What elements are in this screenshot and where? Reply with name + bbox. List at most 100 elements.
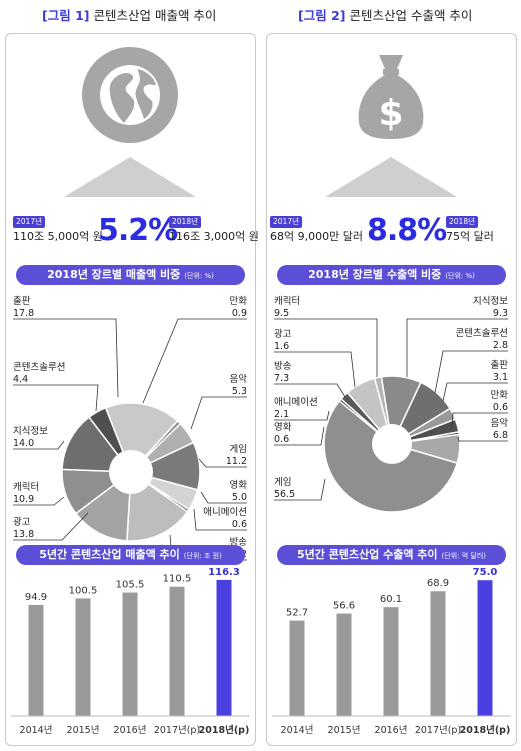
pie-leader-line <box>200 491 247 504</box>
pie-label-name: 게임 <box>274 476 291 488</box>
pie-label-value: 0.9 <box>232 308 247 319</box>
pie-label-value: 5.0 <box>232 492 247 503</box>
figure1-panel: 2017년 110조 5,000억 원 5.2% 2018년 116조 3,00… <box>5 33 259 746</box>
pie-label-3: 음악5.3 <box>190 373 248 430</box>
pie-label-6: 음악6.8 <box>457 417 508 442</box>
pie-label-name: 애니메이션 <box>274 397 318 408</box>
pie-leader-line <box>406 318 508 377</box>
pie-title-bar: 2018년 장르별 매출액 비중 (단위: %) <box>16 265 245 285</box>
pie-label-value: 17.8 <box>13 308 34 319</box>
pie-label-2: 만화0.9 <box>142 296 248 404</box>
pie-label-10: 방송7.3 <box>274 361 346 398</box>
pie-label-value: 1.6 <box>274 341 289 352</box>
bar-4 <box>169 586 185 716</box>
figure1-caption: 콘텐츠산업 매출액 추이 <box>93 8 217 23</box>
value-2017: 68억 9,000만 달러 <box>270 230 363 243</box>
pie-label-value: 11.2 <box>226 456 247 467</box>
pie-leader-line <box>13 384 99 412</box>
pie-leader-line <box>274 351 356 388</box>
pie-label-name: 방송 <box>230 537 248 548</box>
bar-title-bar: 5년간 콘텐츠산업 매출액 추이 (단위: 조 원) <box>16 545 245 565</box>
money-bag-icon-graphic: $ <box>358 55 424 139</box>
pie-label-name: 만화 <box>491 390 509 401</box>
bar-4 <box>430 591 446 716</box>
pie-leader-line <box>13 440 65 450</box>
bar-value-label: 110.5 <box>163 574 192 585</box>
pie-label-8: 영화0.6 <box>274 422 325 446</box>
bar-value-label: 105.5 <box>116 580 145 591</box>
pie-label-name: 출판 <box>491 360 509 371</box>
bar-value-label: 60.1 <box>380 594 402 605</box>
bar-category-label: 2018년(p) <box>199 724 250 736</box>
pie-leader-line <box>274 410 330 421</box>
value-2018: 116조 3,000억 원 <box>169 230 259 243</box>
pie-label-value: 56.5 <box>274 489 295 500</box>
pie-label-value: 0.6 <box>493 402 508 413</box>
year-2018-badge: 2018년 <box>446 216 478 228</box>
pie-label-value: 4.4 <box>13 374 28 385</box>
bar-value-label: 116.3 <box>208 567 240 578</box>
pie-label-name: 콘텐츠솔루션 <box>13 362 65 373</box>
pie-label-4: 출판3.1 <box>442 360 509 402</box>
pie-leader-line <box>13 512 89 541</box>
value-2018: 75억 달러 <box>446 230 494 243</box>
pie-label-value: 6.8 <box>493 430 508 441</box>
pie-leader-line <box>274 478 326 501</box>
pie-label-name: 음악 <box>230 373 248 385</box>
bar-unit: (단위: 억 달러) <box>441 552 487 560</box>
bar-5 <box>477 580 493 716</box>
bar-3 <box>383 607 399 716</box>
pie-label-name: 영화 <box>230 480 248 491</box>
pie-label-name: 지식정보 <box>473 296 508 307</box>
pie-label-value: 3.1 <box>493 372 508 383</box>
bar-1 <box>28 604 44 716</box>
pie-leader-line <box>190 396 247 430</box>
pie-title: 2018년 장르별 수출액 비중 <box>308 268 442 281</box>
bar-3 <box>122 592 138 716</box>
export-pie-chart: 캐릭터9.5지식정보9.3콘텐츠솔루션2.8출판3.1만화0.6음악6.8게임5… <box>274 295 509 513</box>
sales-pie-chart: 출판17.8만화0.9음악5.3게임11.2영화5.0애니메이션0.6방송16.… <box>13 296 248 561</box>
pie-unit: (단위: %) <box>445 272 475 280</box>
pie-label-name: 만화 <box>230 296 248 307</box>
pie-label-value: 10.9 <box>13 494 34 505</box>
pie-label-name: 캐릭터 <box>274 295 300 307</box>
bar-2 <box>75 598 91 716</box>
pie-leader-line <box>274 383 346 398</box>
value-2017: 110조 5,000억 원 <box>13 230 103 243</box>
pie-leader-line <box>442 382 508 402</box>
pie-unit: (단위: %) <box>184 272 214 280</box>
pie-label-name: 캐릭터 <box>13 481 39 493</box>
pie-leader-line <box>193 508 247 531</box>
growth-rate: 5.2% <box>98 213 178 248</box>
trend-triangle <box>325 157 457 197</box>
pie-leader-line <box>451 412 508 428</box>
pie-center-hole <box>109 450 153 494</box>
pie-slice-8 <box>74 470 132 542</box>
figure1-number: [그림 1] <box>42 8 90 23</box>
bar-value-label: 68.9 <box>427 578 449 589</box>
figure1-title: [그림 1] 콘텐츠산업 매출액 추이 <box>42 6 216 26</box>
pie-slice-10 <box>61 416 133 473</box>
bar-value-label: 75.0 <box>473 567 498 578</box>
bar-category-label: 2017년(p) <box>154 725 200 736</box>
pie-label-name: 지식정보 <box>13 426 48 437</box>
money-bag-icon: $ <box>343 47 439 143</box>
pie-label-11: 광고1.6 <box>274 328 356 388</box>
pie-label-name: 게임 <box>230 443 247 455</box>
pie-label-value: 0.6 <box>274 434 289 445</box>
bar-category-label: 2017년(p) <box>415 725 461 736</box>
pie-label-value: 2.8 <box>493 340 508 351</box>
growth-rate: 8.8% <box>367 213 447 248</box>
bar-value-label: 94.9 <box>25 592 47 603</box>
pie-leader-line <box>13 496 65 506</box>
pie-label-value: 9.5 <box>274 308 289 319</box>
